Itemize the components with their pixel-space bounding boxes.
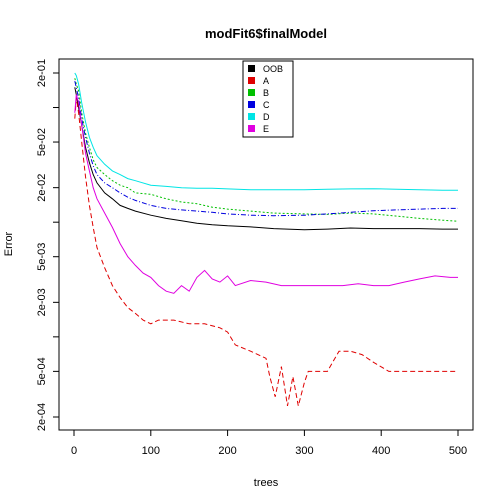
chart-title: modFit6$finalModel xyxy=(205,26,327,41)
legend-box xyxy=(242,60,294,138)
legend-swatch-c xyxy=(248,101,255,108)
series-line-d xyxy=(74,72,458,191)
legend-label-oob: OOB xyxy=(263,64,283,74)
series-lines xyxy=(74,72,459,407)
y-tick-label: 5e-04 xyxy=(36,357,48,385)
legend-swatch-oob xyxy=(248,65,255,72)
legend-swatch-a xyxy=(248,77,255,84)
x-tick-label: 300 xyxy=(295,445,313,457)
legend-label-b: B xyxy=(263,88,269,98)
y-tick-label: 5e-03 xyxy=(36,243,48,271)
x-tick-label: 200 xyxy=(218,445,236,457)
series-line-b xyxy=(74,78,459,222)
y-tick-label: 2e-03 xyxy=(36,288,48,316)
x-tick-label: 500 xyxy=(449,445,467,457)
x-axis: 0 100 200 300 400 500 xyxy=(71,429,467,457)
legend-swatch-b xyxy=(248,89,255,96)
y-tick-label: 2e-02 xyxy=(36,174,48,202)
y-tick-label: 2e-04 xyxy=(36,403,48,431)
x-tick-label: 100 xyxy=(142,445,160,457)
series-line-oob xyxy=(74,87,458,231)
series-line-c xyxy=(74,80,458,217)
y-axis-label: Error xyxy=(3,231,15,256)
legend-label-e: E xyxy=(263,124,269,134)
y-tick-label: 2e-01 xyxy=(36,59,48,87)
legend-label-d: D xyxy=(263,112,270,122)
legend-swatch-d xyxy=(248,113,255,120)
legend-label-c: C xyxy=(263,100,270,110)
x-tick-label: 400 xyxy=(372,445,390,457)
y-axis: 2e-04 5e-04 2e-03 5e-03 2e-02 5e-02 2e-01 xyxy=(36,59,60,431)
series-line-a xyxy=(74,98,458,407)
legend-swatch-e xyxy=(248,125,255,132)
x-tick-label: 0 xyxy=(71,445,77,457)
x-axis-label: trees xyxy=(254,477,279,489)
legend-label-a: A xyxy=(263,76,269,86)
series-line-e xyxy=(74,94,458,294)
y-tick-label: 5e-02 xyxy=(36,128,48,156)
